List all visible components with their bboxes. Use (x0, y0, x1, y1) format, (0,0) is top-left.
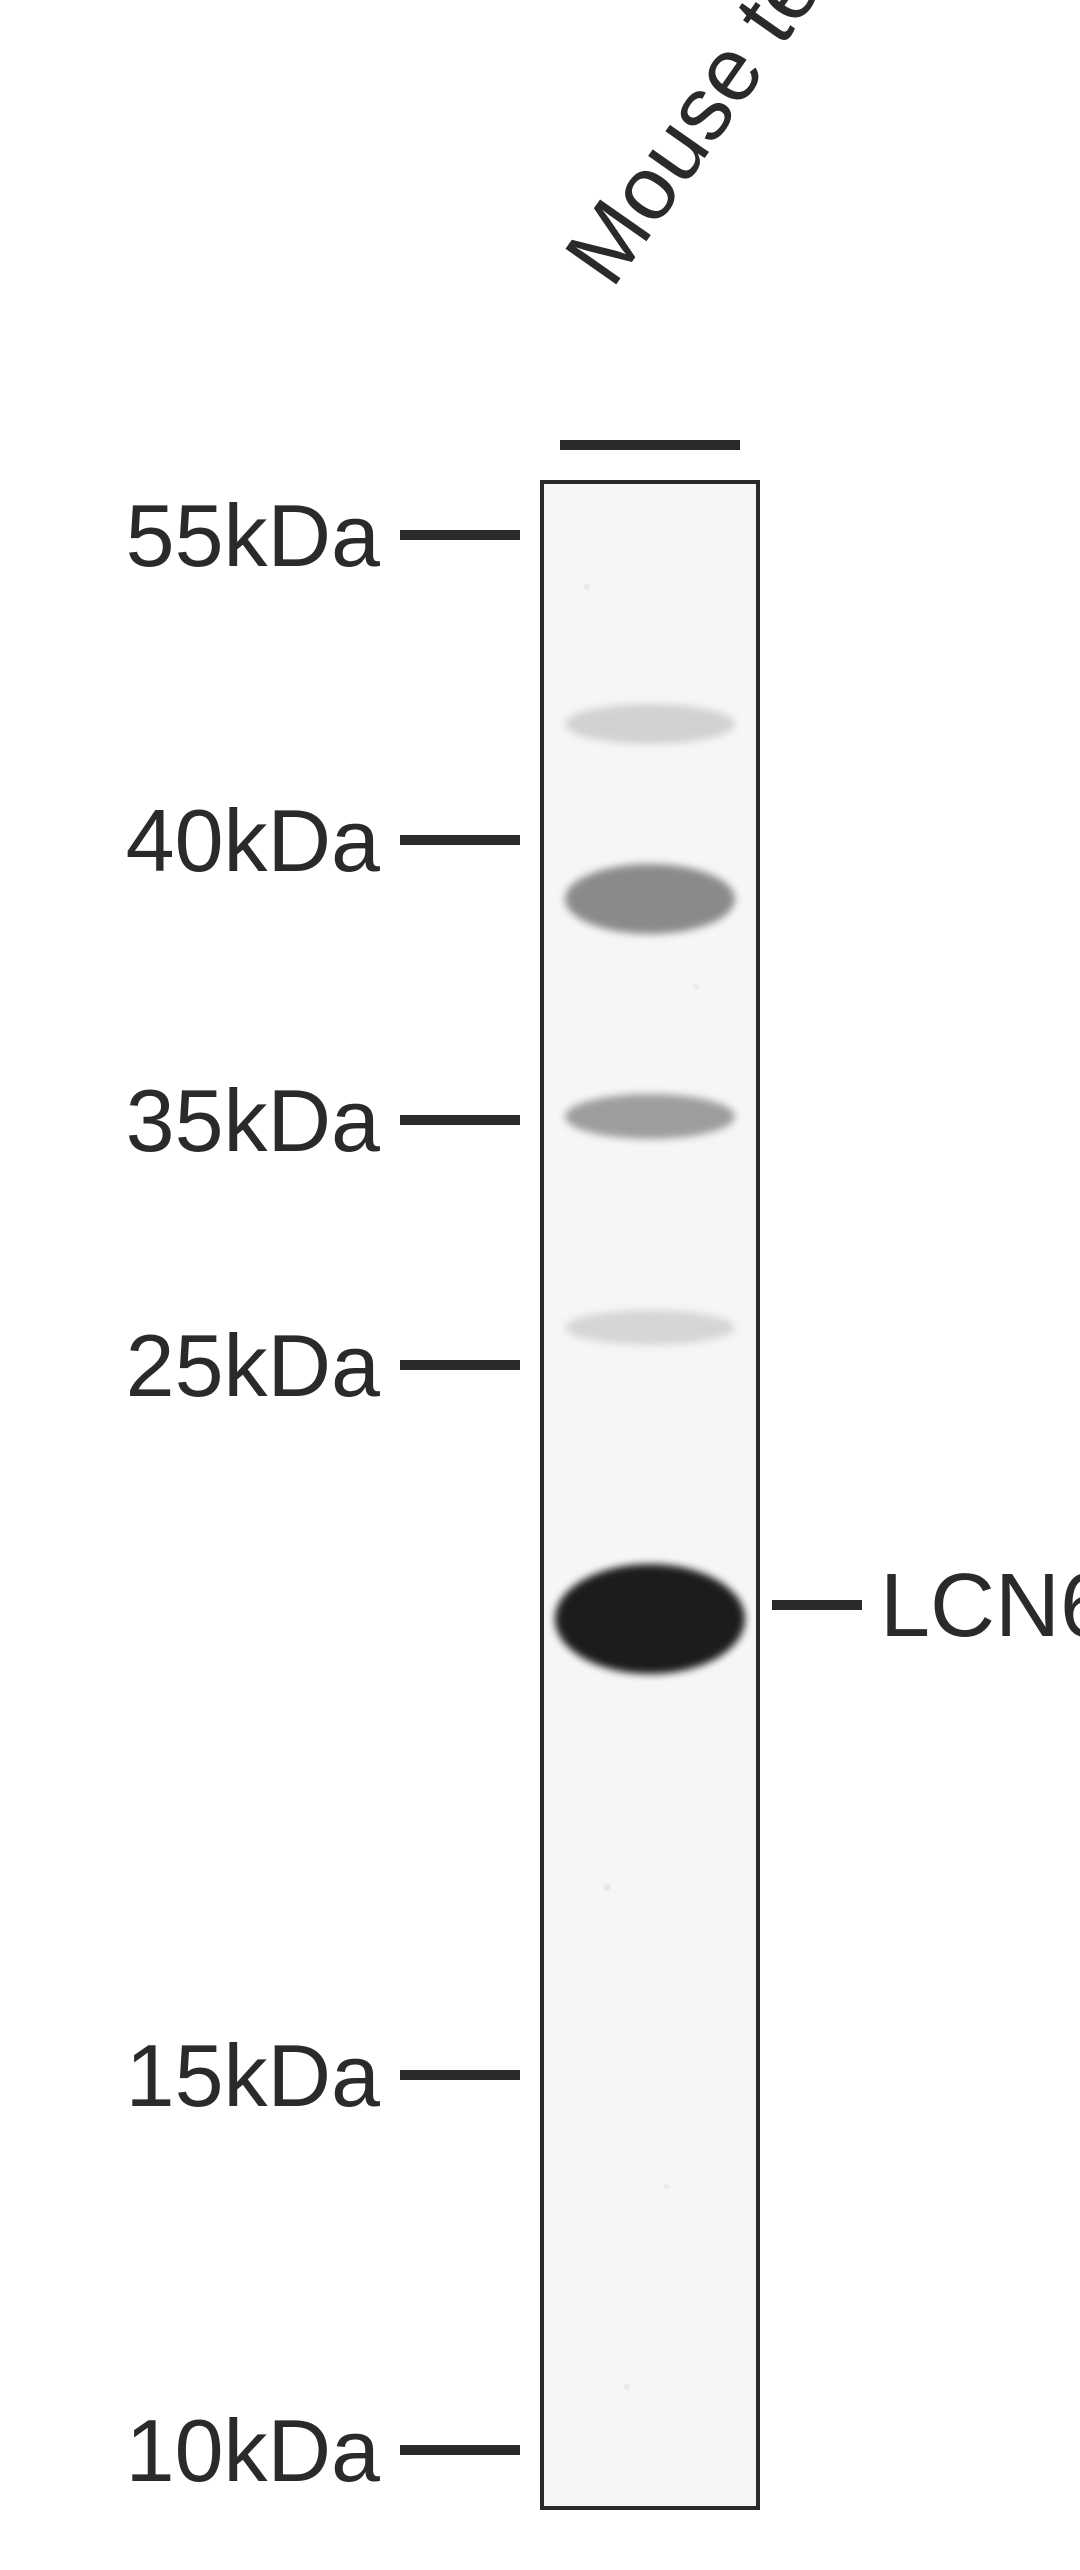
mw-marker-label: 15kDa (60, 2025, 380, 2127)
blot-band (565, 1094, 735, 1139)
mw-marker-label: 40kDa (60, 790, 380, 892)
mw-marker-tick (400, 530, 520, 540)
blot-lane (540, 480, 760, 2510)
noise-speckle (604, 1884, 611, 1891)
mw-marker-label: 10kDa (60, 2400, 380, 2502)
lane-label: Mouse testis (546, 0, 920, 303)
mw-marker-label: 55kDa (60, 485, 380, 587)
noise-speckle (584, 584, 590, 590)
target-tick (772, 1600, 862, 1610)
blot-band (565, 864, 735, 934)
blot-band (565, 704, 735, 744)
target-label: LCN6 (880, 1555, 1080, 1658)
mw-marker-tick (400, 2445, 520, 2455)
mw-marker-label: 35kDa (60, 1070, 380, 1172)
noise-speckle (694, 984, 699, 989)
mw-marker-tick (400, 1360, 520, 1370)
blot-band (565, 1310, 735, 1345)
mw-marker-label: 25kDa (60, 1315, 380, 1417)
lane-label-underline (560, 440, 740, 450)
mw-marker-tick (400, 1115, 520, 1125)
mw-marker-tick (400, 2070, 520, 2080)
mw-marker-tick (400, 835, 520, 845)
noise-speckle (664, 2184, 669, 2189)
noise-speckle (624, 2384, 630, 2390)
western-blot-figure: Mouse testis 55kDa 40kDa 35kDa 25kDa 15kDa 10… (0, 0, 1080, 2570)
blot-band-target (555, 1564, 746, 1674)
